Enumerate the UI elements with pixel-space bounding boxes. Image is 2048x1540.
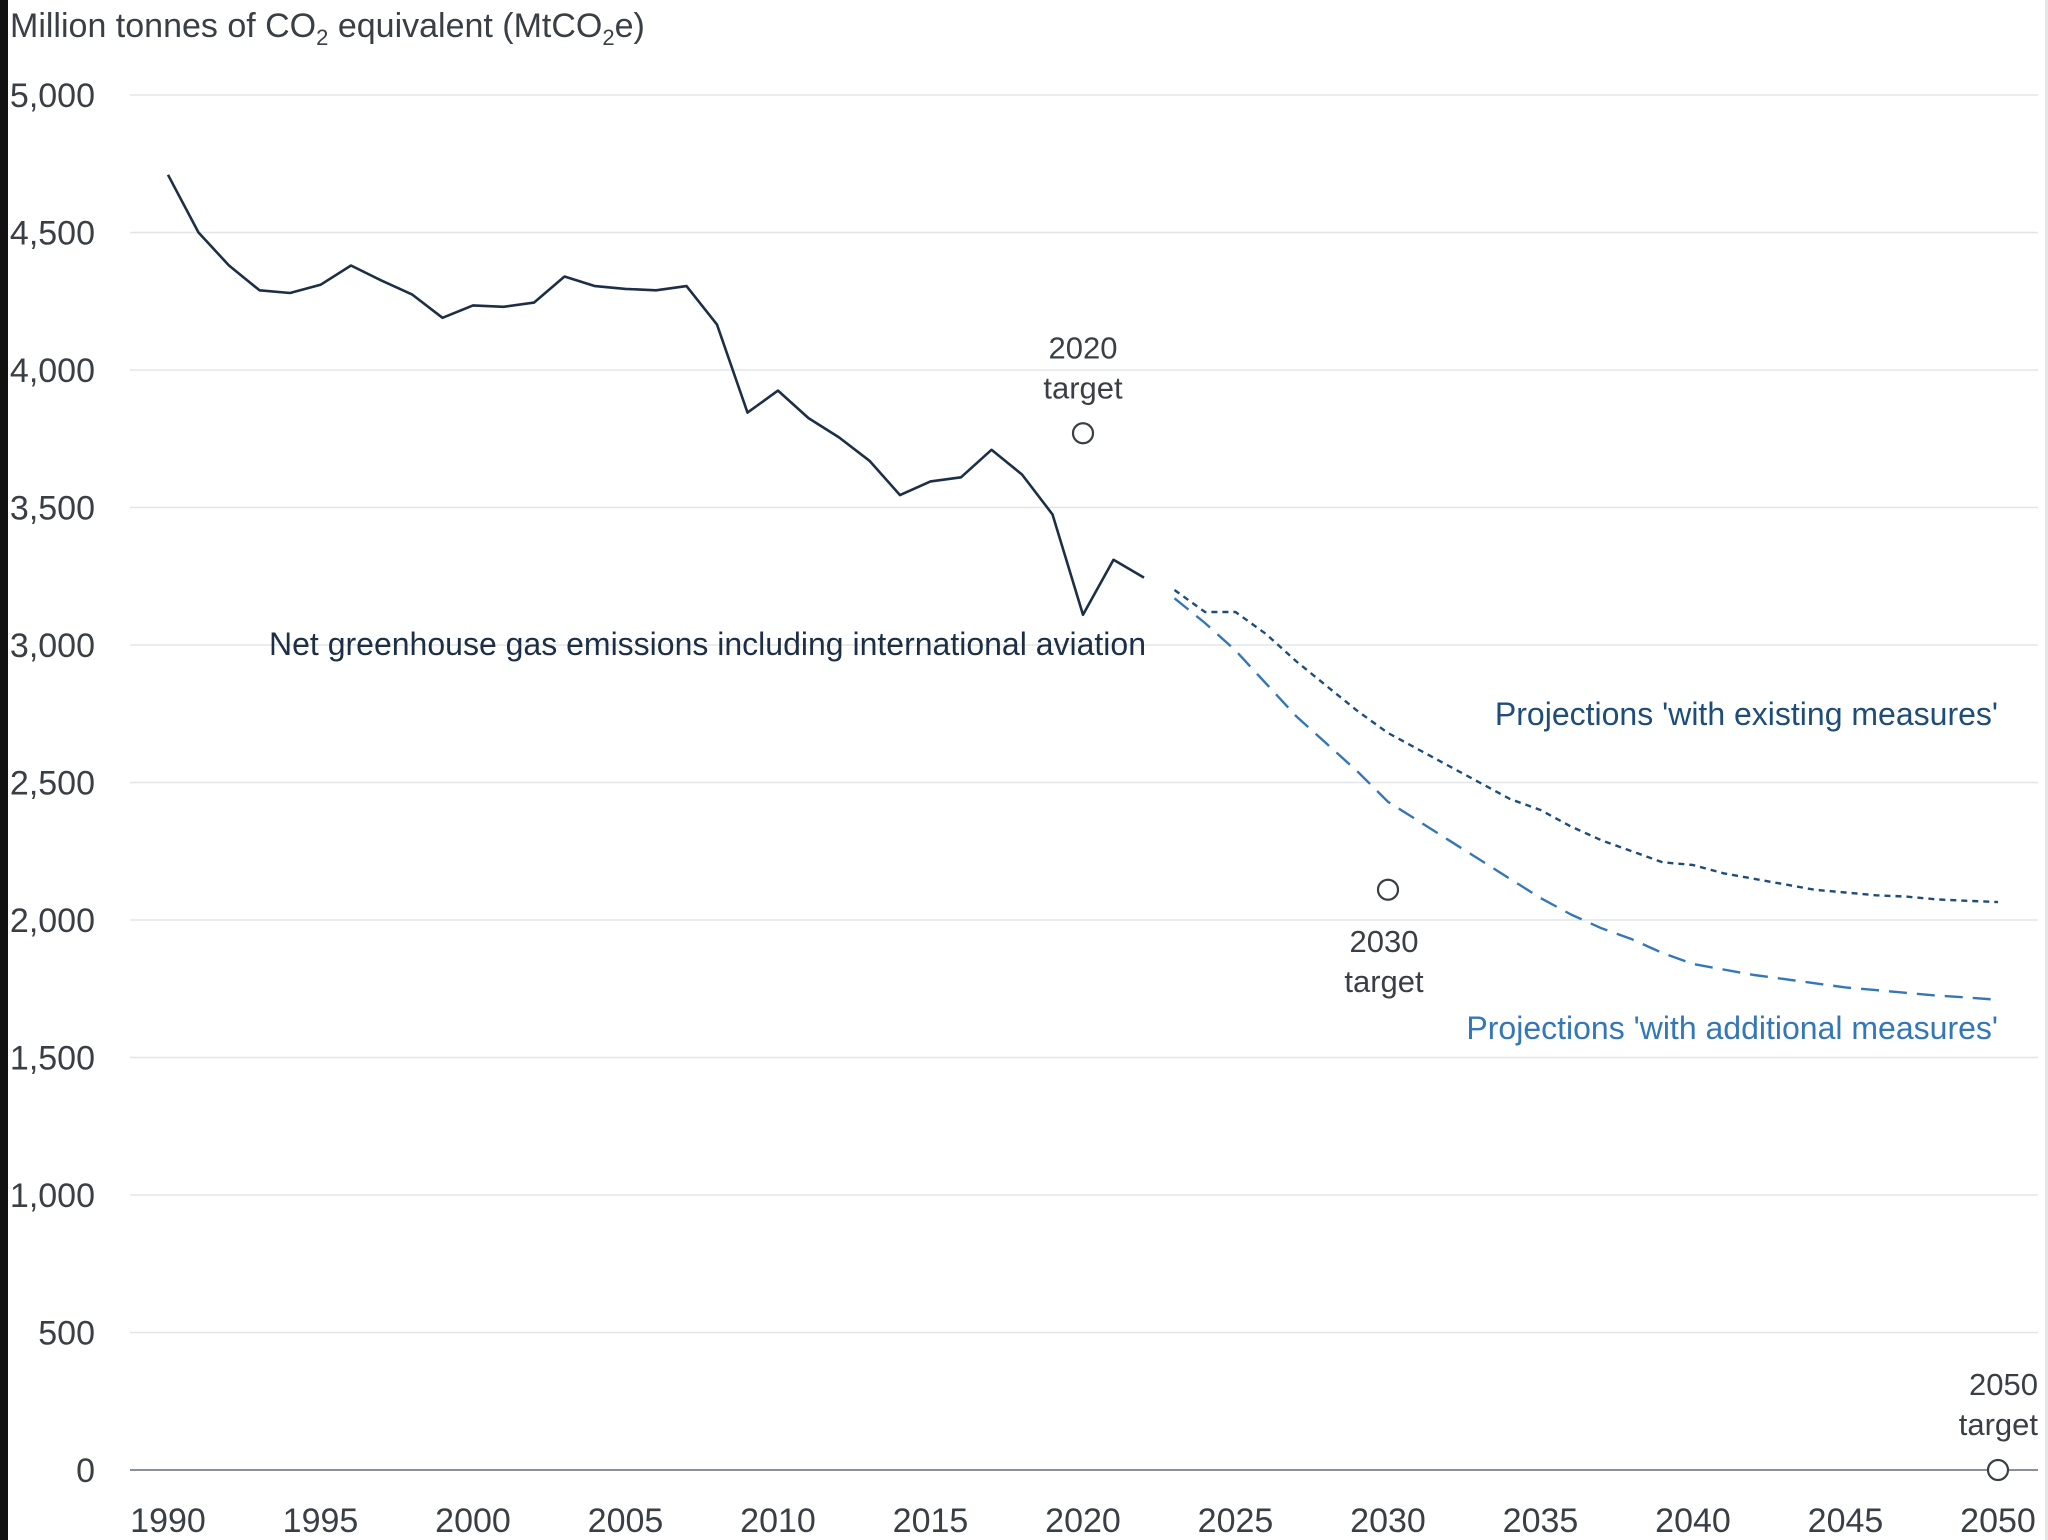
x-tick-label: 2030 (1350, 1502, 1426, 1540)
left-frame-bar (0, 0, 8, 1540)
x-tick-label: 2015 (893, 1502, 969, 1540)
series-line-1 (1173, 589, 1999, 904)
x-tick-label: 2005 (588, 1502, 664, 1540)
x-tick-label: 2040 (1655, 1502, 1731, 1540)
y-axis-title: Million tonnes of CO2 equivalent (MtCO2e… (10, 7, 645, 50)
x-tick-label: 2025 (1198, 1502, 1274, 1540)
x-tick-label: 2010 (740, 1502, 816, 1540)
y-axis-title-sub2: 2 (602, 25, 614, 50)
x-tick-label: 1990 (130, 1502, 206, 1540)
series-line-2 (1173, 597, 1999, 1001)
x-tick-label: 2020 (1045, 1502, 1121, 1540)
right-frame-edge (2045, 0, 2048, 1540)
target-label-year: 2020 (1049, 330, 1118, 365)
y-tick-label: 1,000 (10, 1177, 95, 1215)
targets: 2020 target 2030 target 2050 target (1043, 330, 2039, 1482)
x-tick-label: 2050 (1960, 1502, 2036, 1540)
target-label-year: 2050 (1969, 1367, 2038, 1402)
series-line-0 (166, 174, 1145, 617)
target-label-word: target (1959, 1407, 2039, 1442)
y-tick-label: 500 (38, 1315, 95, 1353)
y-tick-label: 4,000 (10, 352, 95, 390)
x-tick-label: 2000 (435, 1502, 511, 1540)
y-tick-label: 3,500 (10, 490, 95, 528)
target-label-word: target (1043, 370, 1123, 405)
series-label-historic: Net greenhouse gas emissions including i… (269, 626, 1146, 662)
series-labels: Net greenhouse gas emissions including i… (269, 626, 1998, 1046)
x-tick-label: 2045 (1808, 1502, 1884, 1540)
series-label-existing-measures: Projections 'with existing measures' (1495, 696, 1998, 732)
y-tick-label: 1,500 (10, 1040, 95, 1078)
gridlines (130, 94, 2038, 1334)
y-axis-title-post: e) (615, 7, 645, 45)
y-axis-title-sub1: 2 (316, 25, 328, 50)
target-marker-2020 (1071, 422, 1095, 445)
y-tick-label: 2,000 (10, 902, 95, 940)
y-axis-title-pre: Million tonnes of CO (10, 7, 316, 45)
x-tick-label: 2035 (1503, 1502, 1579, 1540)
axes: 0 500 1,000 1,500 2,000 2,500 3,000 3,500 4,000 4… (10, 77, 2038, 1540)
target-marker-2050 (1986, 1458, 2010, 1482)
y-tick-label: 4,500 (10, 215, 95, 253)
y-tick-label: 5,000 (10, 77, 95, 115)
target-marker-2030 (1376, 878, 1400, 901)
target-label-word: target (1344, 964, 1424, 999)
y-tick-label: 3,000 (10, 627, 95, 665)
y-tick-label: 0 (76, 1452, 95, 1490)
x-tick-label: 1995 (283, 1502, 359, 1540)
series (166, 174, 1999, 1001)
series-label-additional-measures: Projections 'with additional measures' (1466, 1010, 1998, 1046)
target-label-year: 2030 (1350, 924, 1419, 959)
y-tick-label: 2,500 (10, 765, 95, 803)
y-axis-title-mid: equivalent (MtCO (328, 7, 602, 45)
